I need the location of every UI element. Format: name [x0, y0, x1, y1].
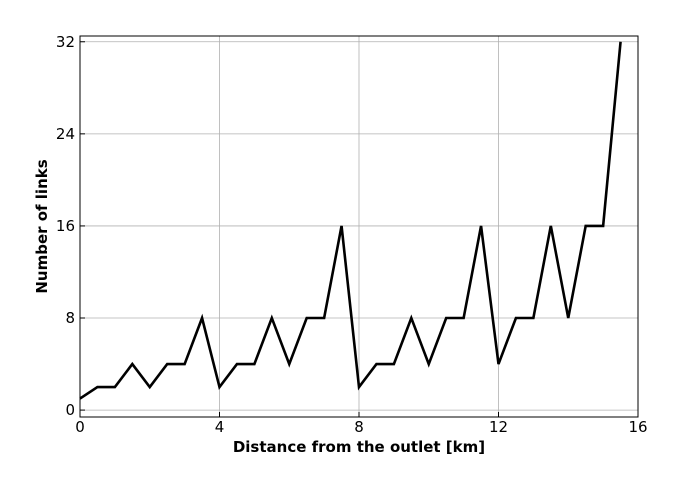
- y-tick-label: 24: [56, 125, 75, 143]
- x-tick-label: 16: [628, 418, 647, 436]
- y-tick-label: 0: [65, 401, 75, 419]
- x-tick-label: 12: [489, 418, 508, 436]
- series-layer: [79, 41, 622, 400]
- y-axis-label: Number of links: [33, 159, 51, 293]
- y-axis: 0 8 16 24 32: [56, 33, 85, 419]
- series-line: [79, 41, 622, 400]
- grid: [79, 36, 639, 417]
- y-tick-label: 8: [65, 309, 75, 327]
- y-tick-label: 32: [56, 33, 75, 51]
- x-tick-label: 0: [75, 418, 85, 436]
- x-tick-label: 4: [215, 418, 225, 436]
- x-axis: 0 4 8 12 16: [75, 412, 648, 436]
- x-tick-label: 8: [354, 418, 364, 436]
- x-axis-label: Distance from the outlet [km]: [233, 438, 485, 456]
- y-tick-label: 16: [56, 217, 75, 235]
